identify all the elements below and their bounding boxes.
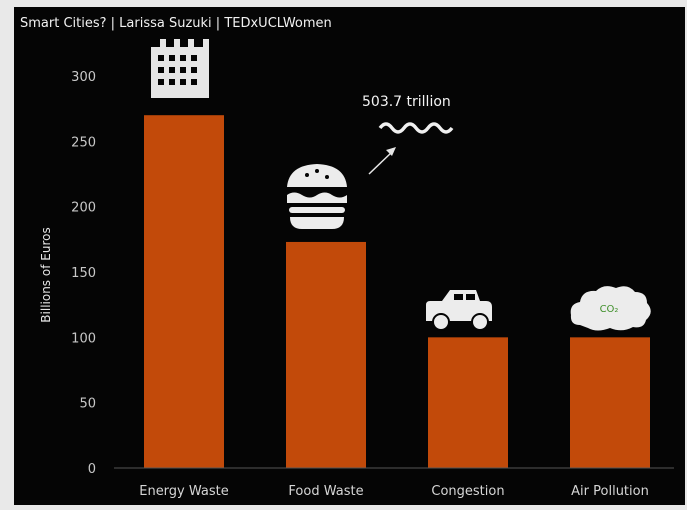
category-label: Air Pollution [571, 484, 649, 499]
bar-energy-waste [144, 115, 224, 468]
y-tick-label: 300 [71, 70, 96, 85]
bar-congestion [428, 337, 508, 468]
category-label: Congestion [431, 484, 504, 499]
cloud-co2-icon: CO₂ [570, 286, 651, 331]
video-title: Smart Cities? | Larissa Suzuki | TEDxUCL… [20, 16, 332, 31]
category-label: Energy Waste [139, 484, 229, 499]
co2-label: CO₂ [600, 304, 619, 315]
y-tick-label: 100 [71, 331, 96, 346]
bar-air-pollution [570, 337, 650, 468]
y-tick-label: 50 [79, 397, 96, 412]
y-tick-label: 200 [71, 201, 96, 216]
y-tick-label: 150 [71, 266, 96, 281]
annotation-503-trillion: 503.7 trillion [362, 94, 451, 110]
bar-chart: 0 50 100 150 200 250 300 Energy Waste Food Wast… [39, 39, 674, 499]
y-axis-label: Billions of Euros [39, 227, 53, 322]
car-icon [426, 290, 492, 331]
water-icon [378, 122, 454, 134]
building-icon [151, 39, 209, 98]
arrow-icon [368, 147, 396, 175]
y-tick-label: 250 [71, 135, 96, 150]
bar-food-waste [286, 241, 366, 468]
y-tick-label: 0 [88, 462, 96, 477]
video-frame: Smart Cities? | Larissa Suzuki | TEDxUCL… [14, 7, 685, 505]
burger-icon [287, 164, 347, 229]
category-label: Food Waste [288, 484, 363, 499]
